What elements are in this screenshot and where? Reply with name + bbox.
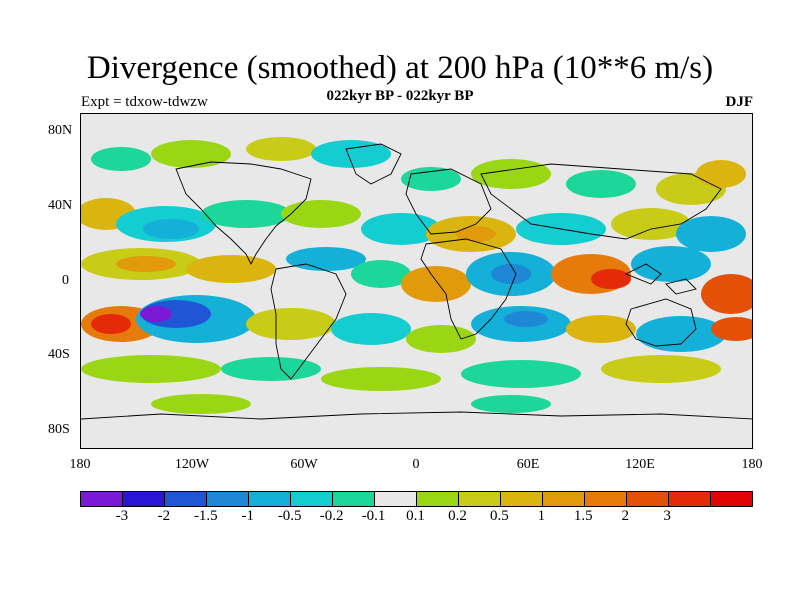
- colorbar-swatch: [627, 492, 669, 506]
- colorbar-swatch: [207, 492, 249, 506]
- colorbar-tick-label: 1.5: [573, 508, 593, 524]
- colorbar-swatch: [123, 492, 165, 506]
- colorbar-tick-label: 1: [537, 508, 546, 524]
- colorbar-tick-label: 3: [663, 508, 671, 524]
- colorbar-tick-label: 0.1: [406, 508, 425, 524]
- colorbar-tick-label: 0.2: [448, 508, 467, 524]
- experiment-label: Expt = tdxow-tdwzw: [81, 94, 208, 110]
- colorbar-tick-label: -3: [115, 508, 129, 524]
- colorbar-swatch: [543, 492, 585, 506]
- colorbar-swatch: [501, 492, 543, 506]
- colorbar-tick-label: -0.2: [319, 508, 344, 524]
- colorbar-tick-label: -0.5: [277, 508, 302, 524]
- lon-tick-label: 180: [69, 457, 91, 472]
- colorbar-tick-label: -1.5: [193, 508, 218, 524]
- colorbar-swatch: [165, 492, 207, 506]
- colorbar-swatch: [669, 492, 711, 506]
- lon-tick-label: 120E: [625, 457, 655, 472]
- colorbar-tick-label: -0.1: [361, 508, 386, 524]
- colorbar-swatch: [333, 492, 375, 506]
- lat-tick-label: 80N: [48, 123, 73, 138]
- colorbar-swatch: [711, 492, 752, 506]
- colorbar-swatch: [417, 492, 459, 506]
- colorbar-tick-label: 2: [621, 508, 629, 524]
- lon-tick-label: 0: [412, 457, 420, 472]
- lon-tick-label: 180: [741, 457, 763, 472]
- lon-tick-label: 60W: [290, 457, 318, 472]
- lat-tick-label: 40N: [48, 198, 73, 213]
- colorbar-tick-label: -2: [157, 508, 171, 524]
- divergence-map: [80, 113, 753, 449]
- colorbar: [80, 491, 753, 507]
- lat-tick-label: 0: [62, 273, 69, 288]
- lat-tick-label: 40S: [48, 347, 70, 362]
- map-field: [81, 114, 752, 448]
- colorbar-tick-label: 0.5: [490, 508, 509, 524]
- colorbar-swatch: [459, 492, 501, 506]
- lon-tick-label: 60E: [516, 457, 540, 472]
- colorbar-swatch: [375, 492, 417, 506]
- colorbar-swatch: [81, 492, 123, 506]
- lat-tick-label: 80S: [48, 422, 70, 437]
- colorbar-swatch: [249, 492, 291, 506]
- lon-tick-label: 120W: [174, 457, 210, 472]
- coastlines: [81, 143, 752, 420]
- chart-subtitle: 022kyr BP - 022kyr BP: [326, 88, 474, 104]
- season-label: DJF: [725, 94, 754, 110]
- chart-title: Divergence (smoothed) at 200 hPa (10**6 …: [86, 50, 714, 86]
- colorbar-swatch: [291, 492, 333, 506]
- colorbar-swatch: [585, 492, 627, 506]
- colorbar-tick-label: -1: [241, 508, 255, 524]
